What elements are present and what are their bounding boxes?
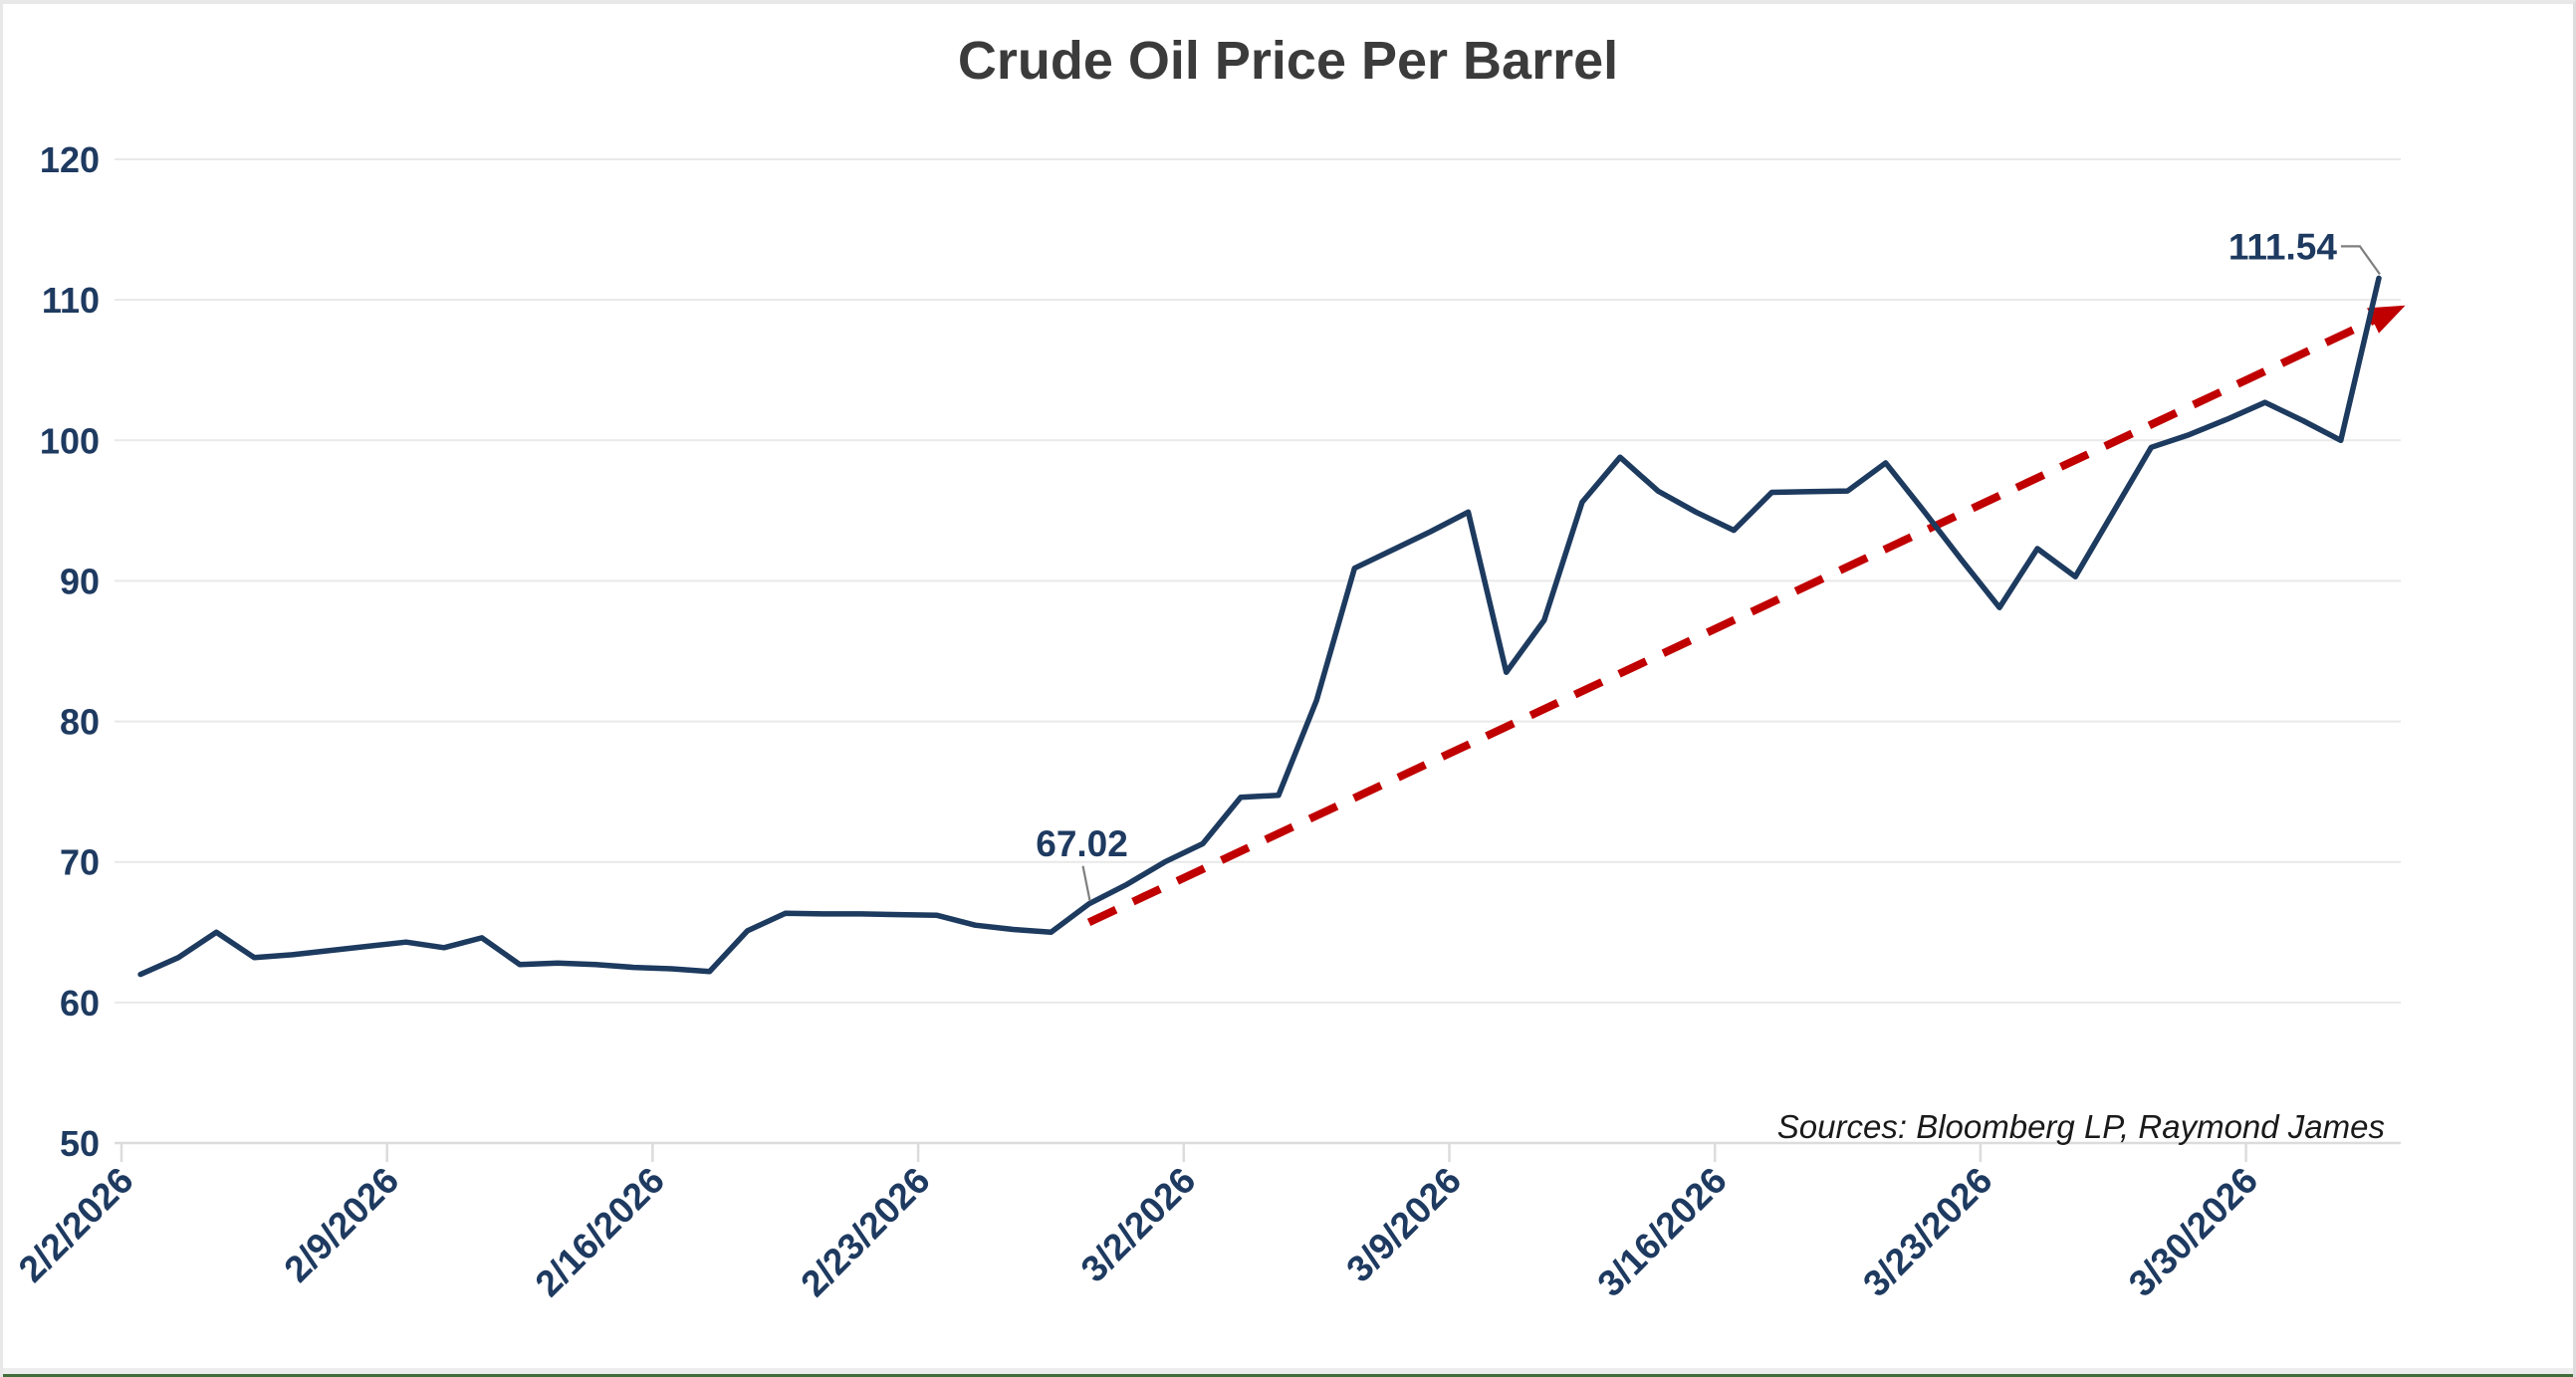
line-chart: 50 60 70 80 90 100 110 120 2/2/2026 2/9/2026 2/16/… [11,139,2406,1304]
grid-layer [115,158,2401,1145]
x-axis-label-3/9/2026: 3/9/2026 [1338,1160,1469,1290]
x-axis-label-3/30/2026: 3/30/2026 [2121,1160,2265,1304]
series-layer [137,275,2406,978]
x-axis-label-3/16/2026: 3/16/2026 [1589,1160,1734,1304]
trendline-arrowhead [2367,305,2406,334]
price-line-series [137,275,2382,978]
y-axis-label-120: 120 [40,139,100,180]
y-axis-label-50: 50 [60,1123,100,1164]
trendline [1086,314,2381,927]
annotation-leader-111.54 [2340,245,2381,276]
annotation-label-111.54: 111.54 [2228,226,2338,267]
x-axis-label-2/23/2026: 2/23/2026 [793,1160,937,1304]
y-axis-label-80: 80 [60,702,100,743]
annotation-layer: 67.02 111.54 [1036,226,2381,901]
y-axis-label-90: 90 [60,561,100,601]
annotation-label-67.02: 67.02 [1036,823,1128,864]
annotation-leader-67.02 [1081,865,1091,901]
y-axis-label-70: 70 [60,842,100,883]
y-axis-label-60: 60 [60,983,100,1024]
x-axis-label-3/23/2026: 3/23/2026 [1855,1160,1999,1304]
y-axis-label-110: 110 [42,280,100,321]
x-axis-label-2/9/2026: 2/9/2026 [277,1160,407,1290]
bottom-border-bar [3,1368,2573,1377]
chart-title: Crude Oil Price Per Barrel [957,31,1619,91]
source-note: Sources: Bloomberg LP, Raymond James [1777,1108,2385,1145]
x-axis-label-3/2/2026: 3/2/2026 [1073,1160,1204,1290]
x-axis-label-2/2/2026: 2/2/2026 [11,1160,141,1290]
x-axis-label-2/16/2026: 2/16/2026 [528,1160,672,1304]
y-axis-label-100: 100 [40,420,100,461]
